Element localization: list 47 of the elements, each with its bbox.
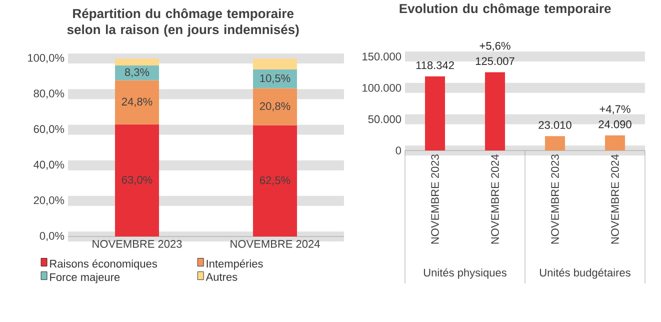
bar bbox=[253, 70, 297, 88]
x-tick-label: NOVEMBRE 2023 bbox=[551, 154, 559, 244]
x-tick-label: NOVEMBRE 2024 bbox=[230, 240, 320, 248]
x-tick-label: NOVEMBRE 2024 bbox=[491, 154, 499, 244]
data-label: 63,0% bbox=[122, 176, 152, 186]
chart-title: Evolution du chômage temporaire bbox=[400, 4, 611, 16]
bar bbox=[115, 80, 160, 125]
y-tick-label: 40,0% bbox=[34, 161, 64, 170]
x-tick-label: NOVEMBRE 2023 bbox=[431, 154, 439, 244]
x-tick-label: NOVEMBRE 2024 bbox=[611, 154, 619, 244]
text: Unités budgétaires bbox=[540, 268, 630, 279]
data-label: 125.007 bbox=[476, 57, 514, 66]
chart-title: Répartition du chômage temporaire selon la raison (en jours indemnisés) bbox=[67, 8, 299, 37]
data-label: 20,8% bbox=[260, 102, 290, 112]
annotation: +4,7% bbox=[600, 105, 630, 114]
legend-label: Force majeure bbox=[50, 273, 120, 284]
legend-label: Intempéries bbox=[206, 260, 263, 270]
data-label: 62,5% bbox=[260, 176, 290, 186]
y-tick-label: 0 bbox=[396, 146, 402, 155]
bar bbox=[544, 136, 565, 151]
y-tick-label: 100.000 bbox=[362, 84, 402, 92]
text: Unités physiques bbox=[424, 268, 506, 279]
bar bbox=[253, 88, 297, 126]
y-tick-label: 80,0% bbox=[34, 90, 64, 99]
bar bbox=[604, 136, 625, 151]
data-label: 23.010 bbox=[538, 121, 572, 130]
y-tick-label: 50.000 bbox=[368, 116, 402, 124]
y-tick-label: 0,0% bbox=[40, 232, 64, 242]
bar bbox=[484, 72, 505, 151]
bar bbox=[115, 124, 160, 237]
bar bbox=[253, 126, 297, 237]
y-tick-label: 100,0% bbox=[28, 54, 64, 64]
text: +5,6% bbox=[480, 42, 510, 52]
y-tick-label: 60,0% bbox=[34, 125, 64, 134]
data-label: 10,5% bbox=[260, 74, 290, 84]
x-tick-label: NOVEMBRE 2023 bbox=[92, 240, 182, 248]
legend-label: Raisons économiques bbox=[50, 260, 158, 270]
bar bbox=[253, 58, 297, 70]
data-label: 8,3% bbox=[124, 68, 150, 78]
y-tick-label: 150.000 bbox=[362, 52, 402, 61]
data-label: 24.090 bbox=[598, 120, 632, 128]
bar bbox=[115, 58, 160, 66]
data-label: 118.342 bbox=[416, 62, 454, 70]
data-label: 24,8% bbox=[122, 98, 152, 108]
y-tick-label: 20,0% bbox=[34, 196, 64, 206]
bar bbox=[425, 76, 445, 151]
legend-label: Autres bbox=[206, 273, 238, 282]
